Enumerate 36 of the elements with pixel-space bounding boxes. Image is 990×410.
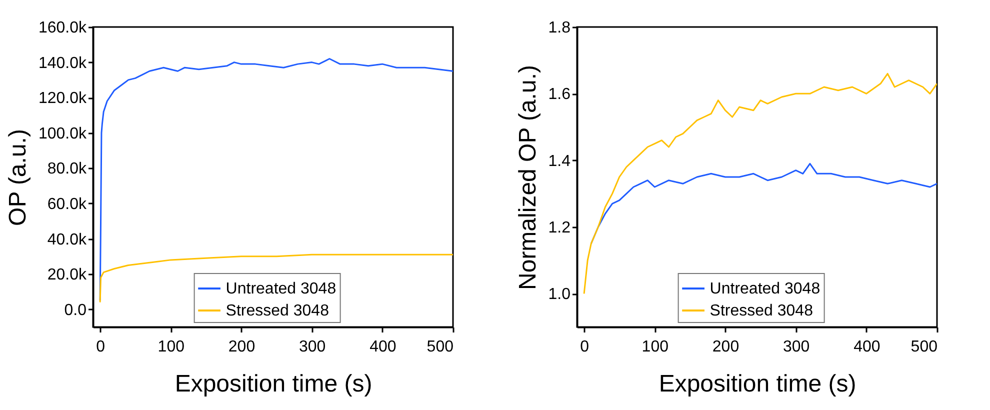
y-tick-label: 80.0k (47, 160, 88, 178)
y-tick-label: 1.6 (548, 86, 571, 104)
y-axis-title: OP (a.u.) (4, 129, 32, 226)
x-tick-label: 300 (298, 338, 326, 356)
legend-label: Untreated 3048 (226, 280, 336, 298)
x-tick-label: 400 (854, 338, 880, 356)
legend-label: Untreated 3048 (710, 280, 820, 298)
x-tick-label: 0 (96, 338, 106, 356)
y-tick-label: 1.2 (548, 220, 571, 236)
y-tick-label: 0.0 (64, 302, 87, 319)
line-series (583, 72, 937, 294)
x-tick-label: 200 (712, 338, 740, 356)
y-tick-label: 140.0k (38, 54, 88, 72)
y-axis-title: Normalized OP (a.u.) (514, 65, 542, 290)
legend-label: Stressed 3048 (710, 302, 814, 320)
y-tick-label: 1.0 (548, 286, 571, 304)
y-tick-label: 1.4 (548, 152, 571, 170)
y-tick-label: 20.0k (47, 266, 88, 284)
x-tick-label: 100 (642, 338, 669, 356)
x-axis-title: Exposition time (s) (658, 370, 856, 398)
x-tick-label: 500 (426, 338, 454, 356)
y-tick-label: 120.0k (38, 90, 88, 108)
x-tick-label: 300 (782, 338, 810, 356)
x-axis-title: Exposition time (s) (174, 370, 372, 398)
legend-label: Stressed 3048 (226, 302, 330, 320)
x-tick-label: 500 (910, 338, 938, 356)
y-tick-label: 60.0k (47, 196, 88, 213)
x-tick-label: 400 (370, 338, 396, 356)
line-series (99, 254, 453, 304)
x-tick-label: 100 (158, 338, 185, 356)
x-tick-label: 200 (228, 338, 256, 356)
y-tick-label: 40.0k (47, 231, 88, 248)
y-tick-label: 160.0k (38, 20, 88, 36)
y-tick-label: 100.0k (38, 125, 88, 142)
y-tick-label: 1.8 (548, 20, 571, 36)
x-tick-label: 0 (580, 338, 590, 356)
